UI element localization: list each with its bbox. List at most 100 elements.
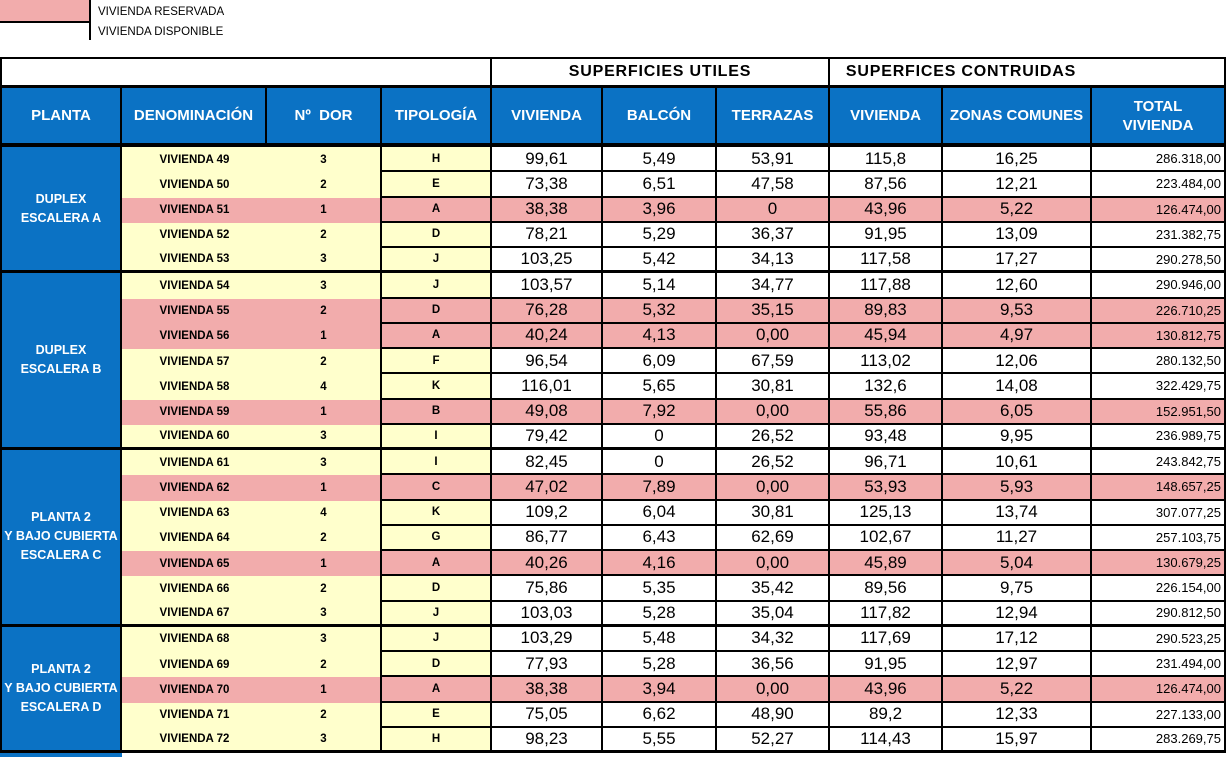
cell-total-vivienda[interactable]: 152.951,50 [1092,399,1226,425]
cell-tipologia[interactable]: K [382,500,492,526]
cell-num-dor[interactable]: 3 [267,450,382,476]
cell-denominacion[interactable]: VIVIENDA 68 [122,626,267,652]
cell-balcon[interactable]: 6,04 [603,500,717,526]
cell-terrazas[interactable]: 47,58 [717,172,830,198]
cell-superficie-construida-vivienda[interactable]: 113,02 [830,349,943,375]
cell-num-dor[interactable]: 4 [267,500,382,526]
cell-num-dor[interactable]: 4 [267,374,382,400]
cell-total-vivienda[interactable]: 322.429,75 [1092,374,1226,400]
cell-total-vivienda[interactable]: 257.103,75 [1092,525,1226,551]
cell-balcon[interactable]: 5,35 [603,576,717,602]
cell-balcon[interactable]: 6,62 [603,702,717,728]
cell-tipologia[interactable]: E [382,702,492,728]
cell-tipologia[interactable]: A [382,197,492,223]
cell-total-vivienda[interactable]: 231.494,00 [1092,652,1226,678]
cell-superficie-util-vivienda[interactable]: 116,01 [492,374,603,400]
cell-denominacion[interactable]: VIVIENDA 52 [122,222,267,248]
cell-num-dor[interactable]: 1 [267,677,382,703]
cell-num-dor[interactable]: 3 [267,424,382,450]
cell-total-vivienda[interactable]: 280.132,50 [1092,349,1226,375]
cell-zonas-comunes[interactable]: 9,53 [943,298,1092,324]
cell-balcon[interactable]: 6,09 [603,349,717,375]
cell-num-dor[interactable]: 2 [267,298,382,324]
cell-total-vivienda[interactable]: 290.946,00 [1092,273,1226,299]
cell-balcon[interactable]: 5,28 [603,652,717,678]
cell-terrazas[interactable]: 36,37 [717,222,830,248]
cell-num-dor[interactable]: 1 [267,475,382,501]
cell-num-dor[interactable]: 3 [267,727,382,753]
cell-zonas-comunes[interactable]: 9,95 [943,424,1092,450]
cell-total-vivienda[interactable]: 130.679,25 [1092,551,1226,577]
cell-terrazas[interactable]: 26,52 [717,450,830,476]
cell-total-vivienda[interactable]: 286.318,00 [1092,147,1226,173]
cell-denominacion[interactable]: VIVIENDA 69 [122,652,267,678]
column-header-terrazas[interactable]: TERRAZAS [717,88,830,147]
cell-terrazas[interactable]: 36,56 [717,652,830,678]
cell-num-dor[interactable]: 2 [267,349,382,375]
cell-denominacion[interactable]: VIVIENDA 66 [122,576,267,602]
cell-balcon[interactable]: 5,14 [603,273,717,299]
cell-planta-group[interactable]: DUPLEX ESCALERA B [0,273,122,450]
cell-terrazas[interactable]: 34,13 [717,248,830,274]
cell-zonas-comunes[interactable]: 13,09 [943,222,1092,248]
cell-tipologia[interactable]: J [382,273,492,299]
column-header-balcon[interactable]: BALCÓN [603,88,717,147]
cell-tipologia[interactable]: F [382,349,492,375]
cell-zonas-comunes[interactable]: 12,60 [943,273,1092,299]
cell-superficie-construida-vivienda[interactable]: 53,93 [830,475,943,501]
cell-superficie-util-vivienda[interactable]: 96,54 [492,349,603,375]
cell-tipologia[interactable]: A [382,551,492,577]
cell-superficie-util-vivienda[interactable]: 40,24 [492,323,603,349]
cell-balcon[interactable]: 3,94 [603,677,717,703]
cell-terrazas[interactable]: 30,81 [717,500,830,526]
cell-superficie-util-vivienda[interactable]: 103,03 [492,601,603,627]
cell-tipologia[interactable]: K [382,374,492,400]
cell-zonas-comunes[interactable]: 12,94 [943,601,1092,627]
cell-total-vivienda[interactable]: 307.077,25 [1092,500,1226,526]
cell-num-dor[interactable]: 2 [267,652,382,678]
cell-zonas-comunes[interactable]: 12,97 [943,652,1092,678]
cell-denominacion[interactable]: VIVIENDA 50 [122,172,267,198]
cell-superficie-util-vivienda[interactable]: 86,77 [492,525,603,551]
column-header-denominacion[interactable]: DENOMINACIÓN [122,88,267,147]
cell-zonas-comunes[interactable]: 17,27 [943,248,1092,274]
cell-total-vivienda[interactable]: 243.842,75 [1092,450,1226,476]
cell-balcon[interactable]: 6,43 [603,525,717,551]
cell-tipologia[interactable]: J [382,601,492,627]
cell-balcon[interactable]: 4,13 [603,323,717,349]
cell-terrazas[interactable]: 35,15 [717,298,830,324]
cell-denominacion[interactable]: VIVIENDA 53 [122,248,267,274]
cell-superficie-construida-vivienda[interactable]: 96,71 [830,450,943,476]
cell-zonas-comunes[interactable]: 5,04 [943,551,1092,577]
cell-superficie-util-vivienda[interactable]: 103,29 [492,626,603,652]
cell-superficie-util-vivienda[interactable]: 99,61 [492,147,603,173]
cell-total-vivienda[interactable]: 226.710,25 [1092,298,1226,324]
cell-total-vivienda[interactable]: 148.657,25 [1092,475,1226,501]
cell-terrazas[interactable]: 0,00 [717,323,830,349]
cell-terrazas[interactable]: 35,04 [717,601,830,627]
cell-superficie-util-vivienda[interactable]: 75,86 [492,576,603,602]
cell-zonas-comunes[interactable]: 15,97 [943,727,1092,753]
cell-zonas-comunes[interactable]: 10,61 [943,450,1092,476]
cell-zonas-comunes[interactable]: 12,21 [943,172,1092,198]
cell-terrazas[interactable]: 52,27 [717,727,830,753]
cell-superficie-util-vivienda[interactable]: 49,08 [492,399,603,425]
cell-terrazas[interactable]: 34,32 [717,626,830,652]
cell-zonas-comunes[interactable]: 14,08 [943,374,1092,400]
cell-num-dor[interactable]: 3 [267,601,382,627]
cell-balcon[interactable]: 5,48 [603,626,717,652]
cell-superficie-construida-vivienda[interactable]: 45,89 [830,551,943,577]
cell-denominacion[interactable]: VIVIENDA 56 [122,323,267,349]
cell-denominacion[interactable]: VIVIENDA 72 [122,727,267,753]
cell-balcon[interactable]: 5,28 [603,601,717,627]
cell-total-vivienda[interactable]: 126.474,00 [1092,197,1226,223]
cell-superficie-util-vivienda[interactable]: 73,38 [492,172,603,198]
cell-superficie-construida-vivienda[interactable]: 45,94 [830,323,943,349]
cell-superficie-construida-vivienda[interactable]: 91,95 [830,652,943,678]
cell-num-dor[interactable]: 2 [267,702,382,728]
cell-superficie-util-vivienda[interactable]: 38,38 [492,677,603,703]
cell-superficie-construida-vivienda[interactable]: 93,48 [830,424,943,450]
cell-zonas-comunes[interactable]: 5,22 [943,197,1092,223]
cell-num-dor[interactable]: 3 [267,626,382,652]
cell-denominacion[interactable]: VIVIENDA 49 [122,147,267,173]
